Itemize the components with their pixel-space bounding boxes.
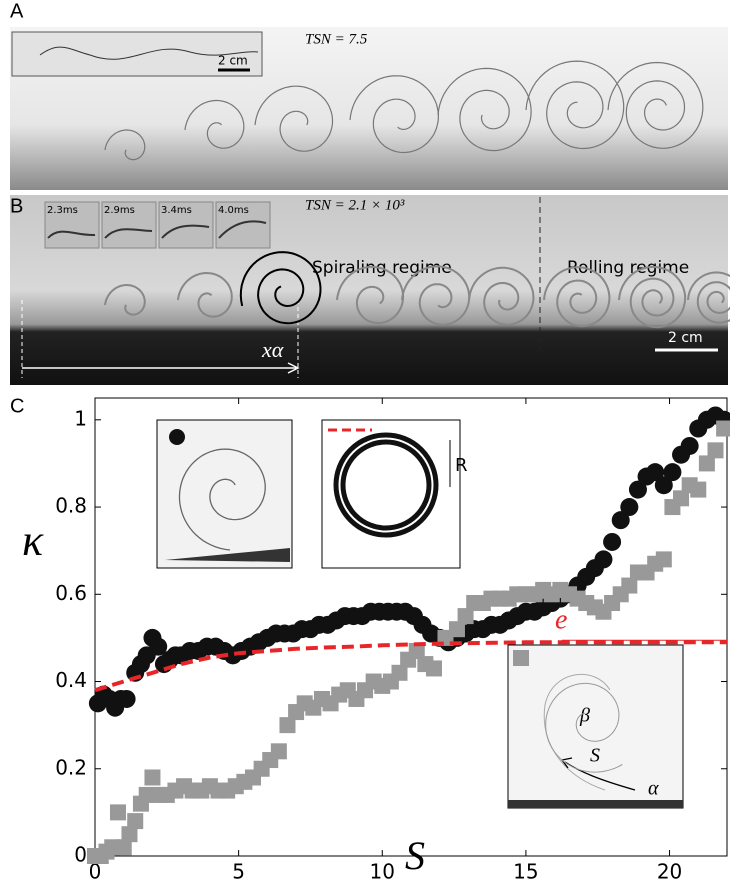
- scale-label: 2 cm: [668, 330, 703, 346]
- x-axis-label: S: [405, 833, 425, 878]
- annotation: TSN = 2.1 × 10³: [305, 197, 405, 213]
- data-point: [594, 550, 612, 568]
- annotation: TSN = 7.5: [305, 31, 368, 47]
- data-point: [716, 421, 730, 437]
- data-point: [681, 437, 699, 455]
- y-tick-label: 0.2: [55, 755, 87, 779]
- scale-label: 2 cm: [218, 54, 248, 68]
- panel-label: B: [10, 195, 23, 217]
- time-label: 4.0ms: [218, 205, 249, 216]
- marker-key: [513, 650, 529, 666]
- y-tick-label: 0: [74, 843, 87, 867]
- data-point: [144, 769, 160, 785]
- figure: A TSN = 7.5 2 cm 2.3ms2.9ms3.4ms4.0ms B …: [0, 0, 730, 880]
- panel-a: A TSN = 7.5 2 cm: [10, 0, 728, 190]
- x-tick-label: 15: [513, 860, 538, 880]
- annotation: R: [455, 455, 468, 476]
- time-label: 3.4ms: [161, 205, 192, 216]
- data-point: [690, 482, 706, 498]
- data-point: [118, 690, 136, 708]
- time-label: 2.3ms: [47, 205, 78, 216]
- data-point: [426, 660, 442, 676]
- annotation: S: [590, 745, 600, 767]
- x-tick-label: 10: [370, 860, 395, 880]
- substrate: [508, 800, 683, 808]
- data-point: [127, 813, 143, 829]
- data-point: [620, 498, 638, 516]
- data-point: [110, 804, 126, 820]
- time-label: 2.9ms: [104, 205, 135, 216]
- y-axis-label: κ: [22, 516, 44, 565]
- panel-label: C: [10, 395, 24, 417]
- data-point: [708, 442, 724, 458]
- distance-label: xα: [261, 337, 284, 362]
- annotation: α: [648, 778, 659, 800]
- panel-label: A: [10, 0, 24, 22]
- marker-key: [169, 429, 185, 445]
- data-point: [603, 533, 621, 551]
- y-tick-label: 0.6: [55, 581, 87, 605]
- x-tick-label: 5: [232, 860, 245, 880]
- y-tick-label: 0.4: [55, 668, 87, 692]
- y-tick-label: 0.8: [55, 494, 87, 518]
- x-tick-label: 20: [657, 860, 682, 880]
- data-point: [271, 743, 287, 759]
- data-point: [663, 463, 681, 481]
- series-label: e: [555, 605, 567, 636]
- y-tick-label: 1: [74, 406, 87, 430]
- data-point: [656, 551, 672, 567]
